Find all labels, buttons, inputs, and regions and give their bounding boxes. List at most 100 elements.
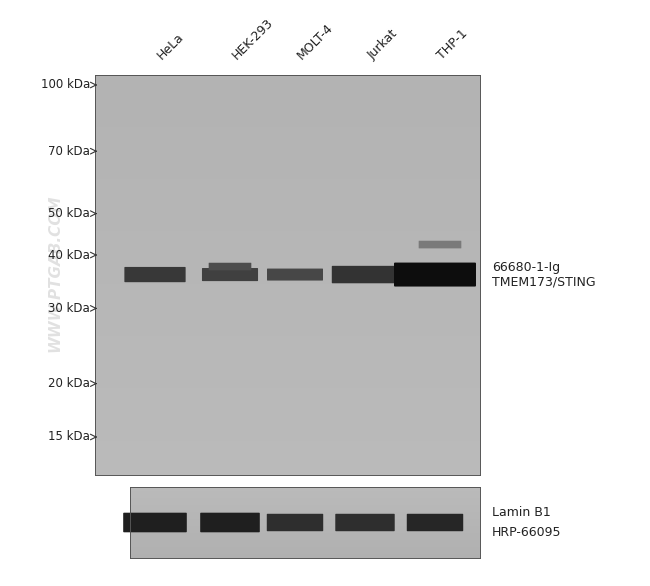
Bar: [95, 407, 480, 408]
Bar: [95, 160, 480, 161]
Bar: [95, 197, 480, 198]
Bar: [130, 551, 480, 552]
Bar: [95, 329, 480, 330]
Bar: [95, 185, 480, 186]
Bar: [130, 517, 480, 518]
Bar: [130, 553, 480, 554]
Bar: [95, 474, 480, 475]
Bar: [95, 178, 480, 179]
Bar: [130, 505, 480, 506]
Bar: [95, 271, 480, 272]
Bar: [95, 180, 480, 181]
Bar: [95, 398, 480, 399]
Bar: [95, 171, 480, 172]
Bar: [95, 173, 480, 174]
Bar: [95, 218, 480, 219]
Bar: [95, 174, 480, 175]
Bar: [95, 151, 480, 152]
Bar: [95, 232, 480, 233]
Bar: [130, 507, 480, 508]
Bar: [95, 442, 480, 443]
Bar: [95, 420, 480, 421]
Bar: [95, 83, 480, 84]
Bar: [95, 220, 480, 221]
Bar: [95, 137, 480, 138]
Bar: [95, 439, 480, 440]
Bar: [95, 167, 480, 168]
Bar: [95, 440, 480, 441]
Bar: [95, 333, 480, 334]
Bar: [95, 292, 480, 293]
Bar: [95, 394, 480, 395]
Bar: [95, 380, 480, 381]
Bar: [130, 492, 480, 493]
Bar: [95, 142, 480, 143]
Bar: [130, 542, 480, 543]
Bar: [95, 138, 480, 139]
Bar: [95, 470, 480, 471]
Bar: [95, 235, 480, 236]
Bar: [95, 261, 480, 262]
Bar: [95, 148, 480, 149]
Bar: [130, 499, 480, 500]
Bar: [95, 315, 480, 316]
Bar: [95, 199, 480, 200]
Bar: [95, 217, 480, 218]
Bar: [95, 164, 480, 165]
Bar: [95, 338, 480, 339]
Bar: [95, 371, 480, 372]
Bar: [95, 466, 480, 467]
Bar: [130, 535, 480, 536]
Bar: [95, 343, 480, 344]
Bar: [95, 325, 480, 326]
Bar: [95, 89, 480, 90]
Bar: [95, 103, 480, 104]
Bar: [95, 421, 480, 422]
Bar: [130, 537, 480, 538]
FancyBboxPatch shape: [394, 263, 476, 287]
Bar: [95, 352, 480, 353]
Bar: [95, 302, 480, 303]
Bar: [95, 395, 480, 396]
Bar: [95, 346, 480, 347]
Bar: [95, 214, 480, 215]
Bar: [95, 102, 480, 103]
Bar: [95, 227, 480, 228]
Bar: [95, 127, 480, 128]
FancyBboxPatch shape: [407, 514, 463, 532]
Bar: [95, 175, 480, 176]
Bar: [95, 177, 480, 178]
Bar: [95, 288, 480, 289]
Text: 70 kDa: 70 kDa: [48, 145, 90, 158]
Bar: [95, 349, 480, 350]
Bar: [95, 87, 480, 88]
Bar: [95, 340, 480, 341]
Bar: [95, 224, 480, 225]
Bar: [95, 348, 480, 349]
Bar: [95, 118, 480, 119]
Bar: [95, 284, 480, 285]
Bar: [95, 80, 480, 81]
Bar: [130, 538, 480, 539]
Bar: [95, 463, 480, 464]
Bar: [95, 321, 480, 322]
Bar: [95, 78, 480, 79]
Bar: [95, 326, 480, 327]
Bar: [95, 130, 480, 131]
Bar: [95, 194, 480, 195]
Bar: [95, 377, 480, 378]
Bar: [130, 539, 480, 540]
Bar: [95, 337, 480, 338]
Bar: [95, 213, 480, 214]
Bar: [95, 155, 480, 156]
Bar: [95, 184, 480, 185]
Bar: [95, 287, 480, 288]
Bar: [130, 543, 480, 544]
Bar: [95, 344, 480, 345]
Bar: [130, 520, 480, 521]
FancyBboxPatch shape: [419, 241, 462, 248]
Bar: [95, 238, 480, 239]
Bar: [95, 259, 480, 260]
Bar: [95, 432, 480, 433]
Bar: [95, 126, 480, 127]
